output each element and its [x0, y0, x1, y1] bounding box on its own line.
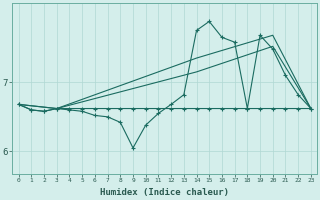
X-axis label: Humidex (Indice chaleur): Humidex (Indice chaleur)	[100, 188, 229, 197]
